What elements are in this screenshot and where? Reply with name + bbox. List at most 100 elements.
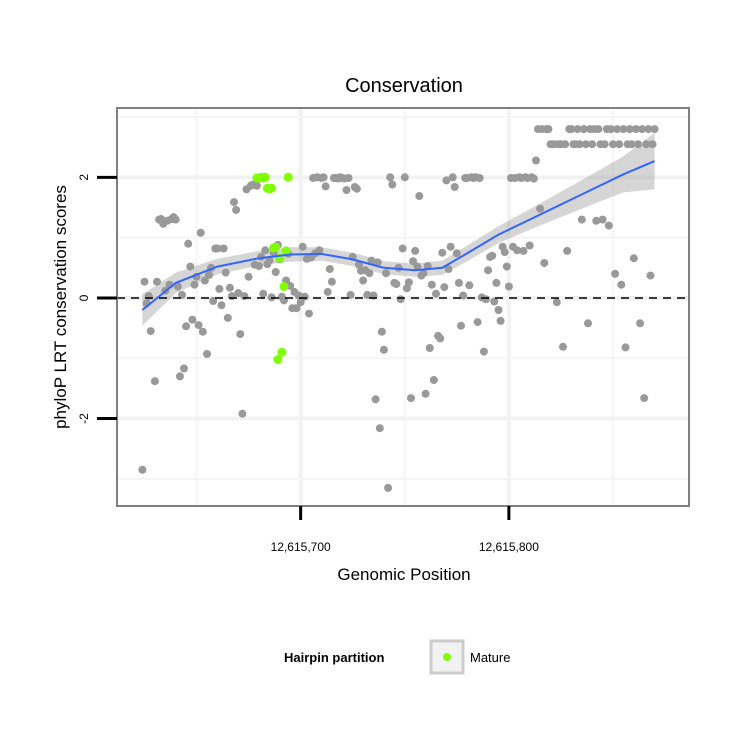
data-point: [240, 292, 249, 301]
data-point: [384, 483, 393, 492]
data-point: [411, 246, 420, 255]
data-point: [305, 309, 313, 318]
data-point: [446, 242, 455, 251]
data-point: [438, 248, 447, 257]
data-point: [646, 271, 655, 280]
data-point: [588, 140, 597, 149]
data-point: [490, 297, 499, 306]
data-point: [519, 246, 528, 255]
data-point: [581, 140, 590, 149]
data-point: [415, 192, 424, 200]
data-point: [634, 140, 642, 149]
data-point: [153, 277, 161, 286]
data-point: [265, 256, 274, 265]
data-point: [173, 282, 182, 291]
data-point: [327, 277, 336, 286]
plot-panel: [117, 108, 689, 506]
y-tick-label: -2: [77, 413, 91, 424]
data-point: [398, 244, 407, 253]
data-point: [525, 241, 534, 250]
data-point: [625, 125, 634, 134]
plot-border: [116, 107, 690, 507]
legend: Hairpin partition Mature: [284, 639, 510, 675]
data-point: [504, 282, 513, 291]
data-point: [300, 292, 309, 301]
smooth-line-layer: [141, 160, 655, 311]
data-point: [198, 327, 207, 336]
data-point: [642, 140, 651, 149]
data-point: [144, 292, 153, 301]
data-point: [140, 277, 149, 286]
data-point: [592, 216, 601, 225]
data-point: [367, 256, 376, 265]
data-point: [344, 174, 353, 182]
data-point: [575, 140, 584, 149]
mature-point: [271, 242, 281, 252]
data-point: [494, 306, 503, 314]
data-point: [627, 140, 636, 149]
x-tick-label: 12,615,700: [271, 540, 331, 554]
data-point: [413, 262, 422, 271]
data-point: [323, 287, 332, 296]
data-point: [484, 266, 493, 275]
mature-point: [260, 172, 270, 182]
mature-point: [281, 246, 291, 256]
data-point: [217, 301, 226, 310]
data-point: [232, 205, 241, 214]
data-point: [563, 246, 572, 255]
data-point: [606, 125, 615, 134]
data-point: [513, 246, 522, 255]
data-point: [613, 125, 622, 134]
data-point: [375, 424, 384, 433]
data-point: [452, 249, 461, 258]
data-point: [600, 140, 609, 149]
data-point: [352, 184, 361, 193]
data-point: [440, 283, 449, 292]
data-point: [138, 465, 147, 474]
data-point: [644, 125, 653, 134]
data-point: [529, 174, 538, 183]
data-point: [178, 290, 186, 299]
data-point: [209, 297, 218, 305]
data-point: [617, 280, 626, 289]
data-point: [454, 278, 463, 287]
data-point: [296, 298, 305, 307]
legend-mature-swatch: [443, 653, 451, 661]
data-point: [377, 327, 386, 336]
data-point: [252, 181, 261, 190]
data-point: [223, 313, 232, 322]
data-point: [203, 350, 211, 358]
legend-title: Hairpin partition: [284, 650, 384, 665]
data-point: [371, 395, 380, 404]
data-point: [457, 321, 465, 330]
data-point: [365, 269, 374, 278]
data-point: [450, 183, 459, 191]
data-point: [648, 140, 657, 149]
data-point: [500, 248, 509, 257]
data-point: [650, 125, 659, 134]
data-point: [444, 265, 453, 273]
mature-point: [277, 347, 287, 357]
y-tick-label: 0: [77, 294, 91, 301]
data-point: [482, 295, 490, 304]
data-point: [392, 280, 401, 289]
data-point: [502, 262, 511, 271]
data-point: [604, 221, 613, 230]
data-point: [442, 176, 451, 185]
data-point: [255, 262, 263, 270]
y-tick-label: 2: [77, 174, 91, 181]
data-point: [184, 239, 193, 248]
data-point: [404, 278, 413, 287]
data-point: [492, 278, 501, 287]
data-point: [225, 283, 234, 292]
data-point: [236, 330, 245, 339]
data-point: [271, 268, 280, 276]
data-point: [540, 259, 549, 267]
data-point: [386, 173, 395, 182]
data-point: [261, 246, 270, 255]
data-point: [396, 295, 405, 304]
axis-layer: 12,615,700 12,615,800 -2 0 2: [77, 174, 539, 554]
data-point: [319, 173, 328, 182]
data-point: [615, 140, 624, 149]
data-point: [400, 173, 409, 182]
